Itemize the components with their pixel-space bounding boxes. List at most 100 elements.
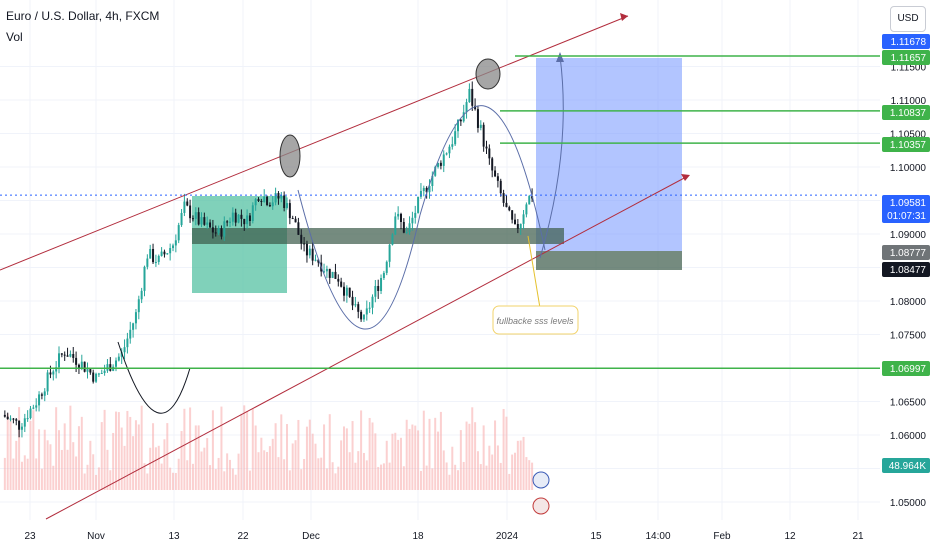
- volume-bar: [169, 467, 172, 490]
- volume-bar: [55, 407, 58, 490]
- currency-button[interactable]: USD: [890, 6, 926, 32]
- candle-body: [388, 244, 391, 262]
- volume-bar: [425, 465, 428, 490]
- volume-bar: [103, 409, 106, 490]
- volume-bar: [485, 465, 488, 490]
- candle-body: [431, 175, 434, 187]
- candle-body: [345, 287, 348, 296]
- volume-bar: [320, 457, 323, 490]
- volume-bar: [95, 474, 98, 490]
- candle-body: [15, 419, 18, 421]
- volume-bar: [86, 464, 89, 490]
- candle-body: [451, 144, 454, 147]
- candle-body: [325, 268, 328, 272]
- candle-body: [129, 329, 132, 339]
- candle-body: [152, 249, 155, 263]
- candle-body: [189, 205, 192, 219]
- volume-bar: [92, 454, 95, 490]
- candle-body: [103, 370, 106, 374]
- volume-bar: [274, 423, 277, 490]
- volume-bar: [66, 449, 69, 490]
- volume-bar: [49, 444, 52, 490]
- candle-body: [522, 214, 525, 224]
- candle-body: [46, 372, 49, 392]
- volume-bar: [525, 457, 528, 490]
- price-tick-label: 1.10500: [890, 130, 927, 141]
- candle-body: [280, 195, 283, 199]
- candle-body: [12, 418, 15, 420]
- target-zone: [536, 58, 682, 251]
- time-tick-label: Nov: [87, 531, 105, 542]
- volume-bar: [428, 418, 431, 490]
- price-label-badge: [882, 245, 930, 260]
- volume-bar: [163, 439, 166, 490]
- volume-bar: [496, 445, 499, 490]
- volume-bar: [231, 468, 234, 490]
- candle-body: [462, 112, 465, 122]
- volume-bar: [334, 473, 337, 490]
- volume-bar: [397, 439, 400, 490]
- time-axis[interactable]: 23 Nov 13 22 Dec 18 2024 15 14:00 Feb 12 21: [0, 520, 932, 550]
- volume-bar: [160, 463, 163, 490]
- candle-body: [516, 224, 519, 229]
- volume-bar: [12, 458, 15, 490]
- volume-bar: [314, 443, 317, 490]
- price-axis[interactable]: 1.050001.055001.060001.065001.070001.075…: [880, 0, 932, 550]
- volume-bar: [6, 413, 9, 490]
- cup-arc: [117, 341, 191, 414]
- eu-flag-icon: [532, 471, 550, 489]
- volume-bar: [422, 410, 425, 490]
- price-label-badge: [882, 361, 930, 376]
- volume-bar: [266, 451, 269, 490]
- volume-bar: [26, 458, 29, 490]
- candle-body: [146, 258, 149, 267]
- candle-body: [385, 261, 388, 273]
- volume-bar: [414, 425, 417, 490]
- candle-body: [368, 307, 371, 309]
- volume-bar: [388, 462, 391, 490]
- volume-bar: [462, 461, 465, 490]
- candle-body: [434, 166, 437, 176]
- volume-bar: [528, 460, 531, 490]
- candle-body: [476, 109, 479, 128]
- price-tick-label: 1.07500: [890, 331, 927, 342]
- volume-bar: [174, 472, 177, 490]
- volume-bar: [254, 425, 257, 490]
- candle-body: [63, 354, 66, 356]
- candle-body: [502, 193, 505, 203]
- volume-bar: [479, 464, 482, 490]
- volume-bar: [280, 414, 283, 490]
- time-tick-label: 18: [412, 531, 424, 542]
- candle-body: [263, 196, 266, 203]
- candle-body: [80, 361, 83, 369]
- volume-bar: [411, 424, 414, 490]
- candle-body: [268, 204, 271, 207]
- volume-bar: [260, 437, 263, 490]
- time-tick-label: 22: [237, 531, 249, 542]
- channel-lower-arrow: [681, 174, 690, 181]
- price-tick-label: 1.06500: [890, 398, 927, 409]
- annotation-pointer: [527, 235, 541, 309]
- price-label-badge: [882, 195, 930, 223]
- volume-bar: [405, 419, 408, 490]
- candle-body: [49, 372, 52, 375]
- candle-body: [240, 214, 243, 219]
- candle-body: [508, 207, 511, 211]
- price-tick-label: 1.05000: [890, 498, 927, 509]
- candle-body: [134, 312, 137, 324]
- symbol-title: Euro / U.S. Dollar, 4h, FXCM: [6, 9, 160, 23]
- volume-bar: [360, 410, 363, 490]
- volume-bar: [291, 443, 294, 490]
- volume-bar: [402, 466, 405, 490]
- candle-body: [468, 88, 471, 103]
- volume-bar: [237, 453, 240, 490]
- candle-body: [251, 205, 254, 221]
- candle-body: [58, 353, 60, 368]
- volume-bar: [382, 463, 385, 490]
- volume-bar: [29, 420, 32, 490]
- volume-bar: [482, 425, 485, 490]
- candle-body: [519, 223, 522, 229]
- candle-body: [177, 225, 180, 241]
- volume-bar: [263, 450, 266, 490]
